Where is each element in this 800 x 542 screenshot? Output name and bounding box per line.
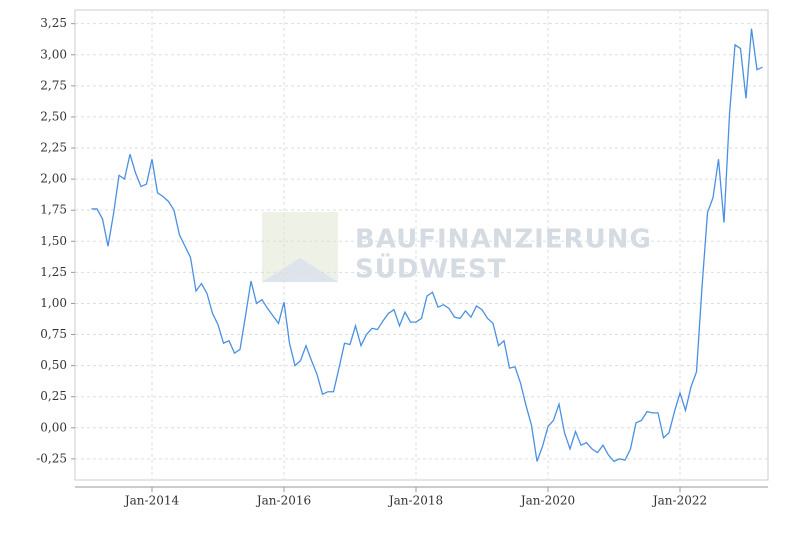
watermark-logo-roof [262,258,338,282]
y-tick-label: 0,25 [40,389,67,403]
plot-frame [74,9,769,481]
y-tick-label: 1,75 [40,203,67,217]
x-tick-label: Jan-2014 [123,494,180,508]
x-tick-label: Jan-2018 [387,494,443,508]
watermark: SÜDWEST [355,252,506,285]
x-tick-label: Jan-2022 [651,494,707,508]
y-tick-label: 2,75 [40,78,67,92]
y-tick-label: 3,25 [40,16,67,30]
y-tick-label: 2,50 [40,109,67,123]
y-tick-label: 0,75 [40,327,67,341]
x-tick-label: Jan-2016 [255,494,311,508]
y-tick-label: -0,25 [36,451,67,465]
x-tick-label: Jan-2020 [519,494,575,508]
line-series [91,28,763,463]
y-tick-label: 0,00 [40,420,67,434]
watermark: BAUFINANZIERUNG [355,225,652,255]
y-tick-label: 1,50 [40,234,67,248]
y-tick-label: 1,00 [40,296,67,310]
y-tick-label: 3,00 [40,47,67,61]
y-tick-label: 0,50 [40,358,67,372]
y-tick-label: 2,00 [40,172,67,186]
y-tick-label: 2,25 [40,141,67,155]
y-tick-label: 1,25 [40,265,67,279]
